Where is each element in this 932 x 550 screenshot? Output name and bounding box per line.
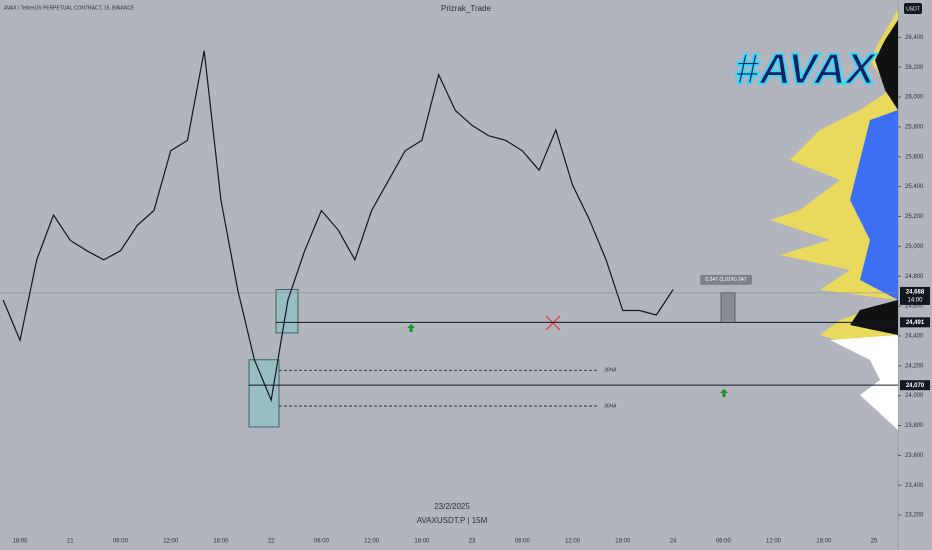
y-tick-label: 24,600 xyxy=(905,304,924,310)
date-label: 23/2/2025 xyxy=(434,502,470,511)
x-tick-label: 12:00 xyxy=(163,539,179,545)
y-tick-label: 26,200 xyxy=(905,65,924,71)
x-tick-label: 23 xyxy=(469,539,476,545)
x-tick-label: 06:00 xyxy=(314,539,330,545)
chart-title: Prizrak_Trade xyxy=(441,4,491,13)
x-tick-label: 22 xyxy=(268,539,275,545)
countdown: 14:00 xyxy=(907,297,923,303)
volume-profile-poc xyxy=(850,20,898,335)
x-tick-label: 12:00 xyxy=(766,539,782,545)
y-tick-label: 25,600 xyxy=(905,154,924,160)
up-arrow xyxy=(720,389,728,397)
x-tick-label: 06:00 xyxy=(515,539,531,545)
symbol-label: AVAXUSDT.P | 15M xyxy=(417,516,488,525)
cross-marker xyxy=(545,315,561,331)
y-tick-label: 24,000 xyxy=(905,393,924,399)
price-tag xyxy=(900,286,930,305)
x-tick-label: 18:00 xyxy=(414,539,430,545)
y-tick-label: 25,000 xyxy=(905,244,924,250)
level-label: 24,491 xyxy=(906,320,925,326)
y-tick-label: 25,400 xyxy=(905,184,924,190)
x-tick-label: 18:00 xyxy=(213,539,229,545)
measure-box xyxy=(720,292,736,323)
zone xyxy=(248,359,280,428)
measure-label-bg xyxy=(700,274,752,285)
x-tick-label: 06:00 xyxy=(113,539,129,545)
level-label: 24,070 xyxy=(906,383,925,389)
level-tag xyxy=(900,317,930,328)
y-tick-label: 26,400 xyxy=(905,35,924,41)
y-tick-label: 23,200 xyxy=(905,513,924,519)
x-tick-label: 12:00 xyxy=(565,539,581,545)
x-tick-label: 18:00 xyxy=(615,539,631,545)
x-tick-label: 18:00 xyxy=(12,539,28,545)
y-tick-label: 23,800 xyxy=(905,423,924,429)
currency: USDT xyxy=(906,6,920,12)
y-tick-label: 24,800 xyxy=(905,274,924,280)
y-tick-label: 26,000 xyxy=(905,95,924,101)
y-tick-label: 23,400 xyxy=(905,483,924,489)
level-tag xyxy=(900,380,930,391)
x-tick-label: 25 xyxy=(871,539,878,545)
up-arrow xyxy=(407,324,415,332)
price-line xyxy=(2,50,674,403)
y-tick-label: 24,400 xyxy=(905,333,924,339)
x-tick-label: 18:00 xyxy=(816,539,832,545)
measure-label: 0,247 (1,01%) 247 xyxy=(705,277,746,283)
y-tick-label: 25,200 xyxy=(905,214,924,220)
volume-profile-low xyxy=(830,335,898,430)
volume-profile-value-area xyxy=(850,110,898,300)
x-tick-label: 24 xyxy=(670,539,677,545)
zone xyxy=(275,289,299,334)
badge: #AVAX xyxy=(735,45,878,94)
x-tick-label: 21 xyxy=(67,539,74,545)
y-tick-label: 24,200 xyxy=(905,363,924,369)
dashed-level-label: 30HA xyxy=(604,403,617,409)
header: AVAX / TetherUS PERPETUAL CONTRACT, 15, … xyxy=(4,5,135,11)
x-tick-label: 12:00 xyxy=(364,539,380,545)
current-price-label: 24,688 xyxy=(906,289,925,295)
currency-badge xyxy=(904,3,922,14)
y-tick-label: 25,800 xyxy=(905,124,924,130)
dashed-level-label: 30HA xyxy=(604,368,617,374)
x-tick-label: 06:00 xyxy=(716,539,732,545)
y-tick-label: 23,600 xyxy=(905,453,924,459)
